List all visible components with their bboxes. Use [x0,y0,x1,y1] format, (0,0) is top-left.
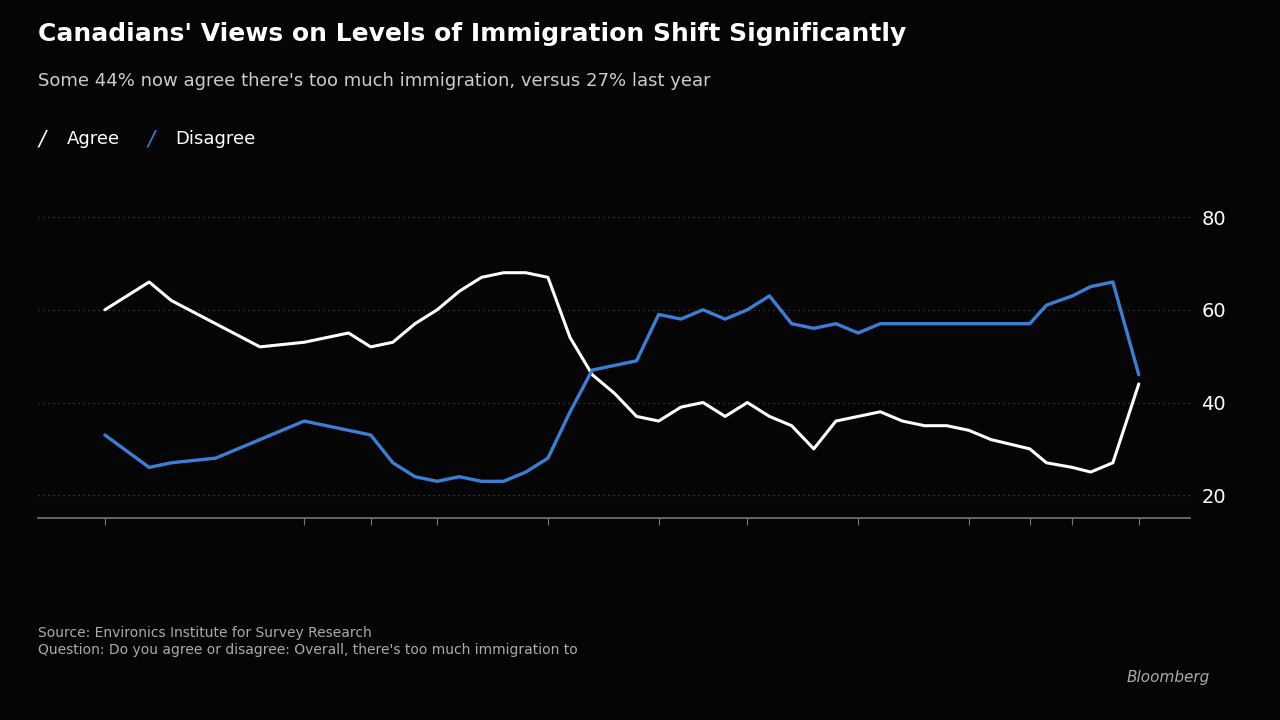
Text: Bloomberg: Bloomberg [1126,670,1210,685]
Text: Agree: Agree [67,130,120,148]
Text: Canadians' Views on Levels of Immigration Shift Significantly: Canadians' Views on Levels of Immigratio… [38,22,906,45]
Text: Disagree: Disagree [175,130,256,148]
Text: /: / [147,130,154,150]
Text: Source: Environics Institute for Survey Research
Question: Do you agree or disag: Source: Environics Institute for Survey … [38,626,579,657]
Text: /: / [38,130,45,150]
Text: Some 44% now agree there's too much immigration, versus 27% last year: Some 44% now agree there's too much immi… [38,72,710,90]
